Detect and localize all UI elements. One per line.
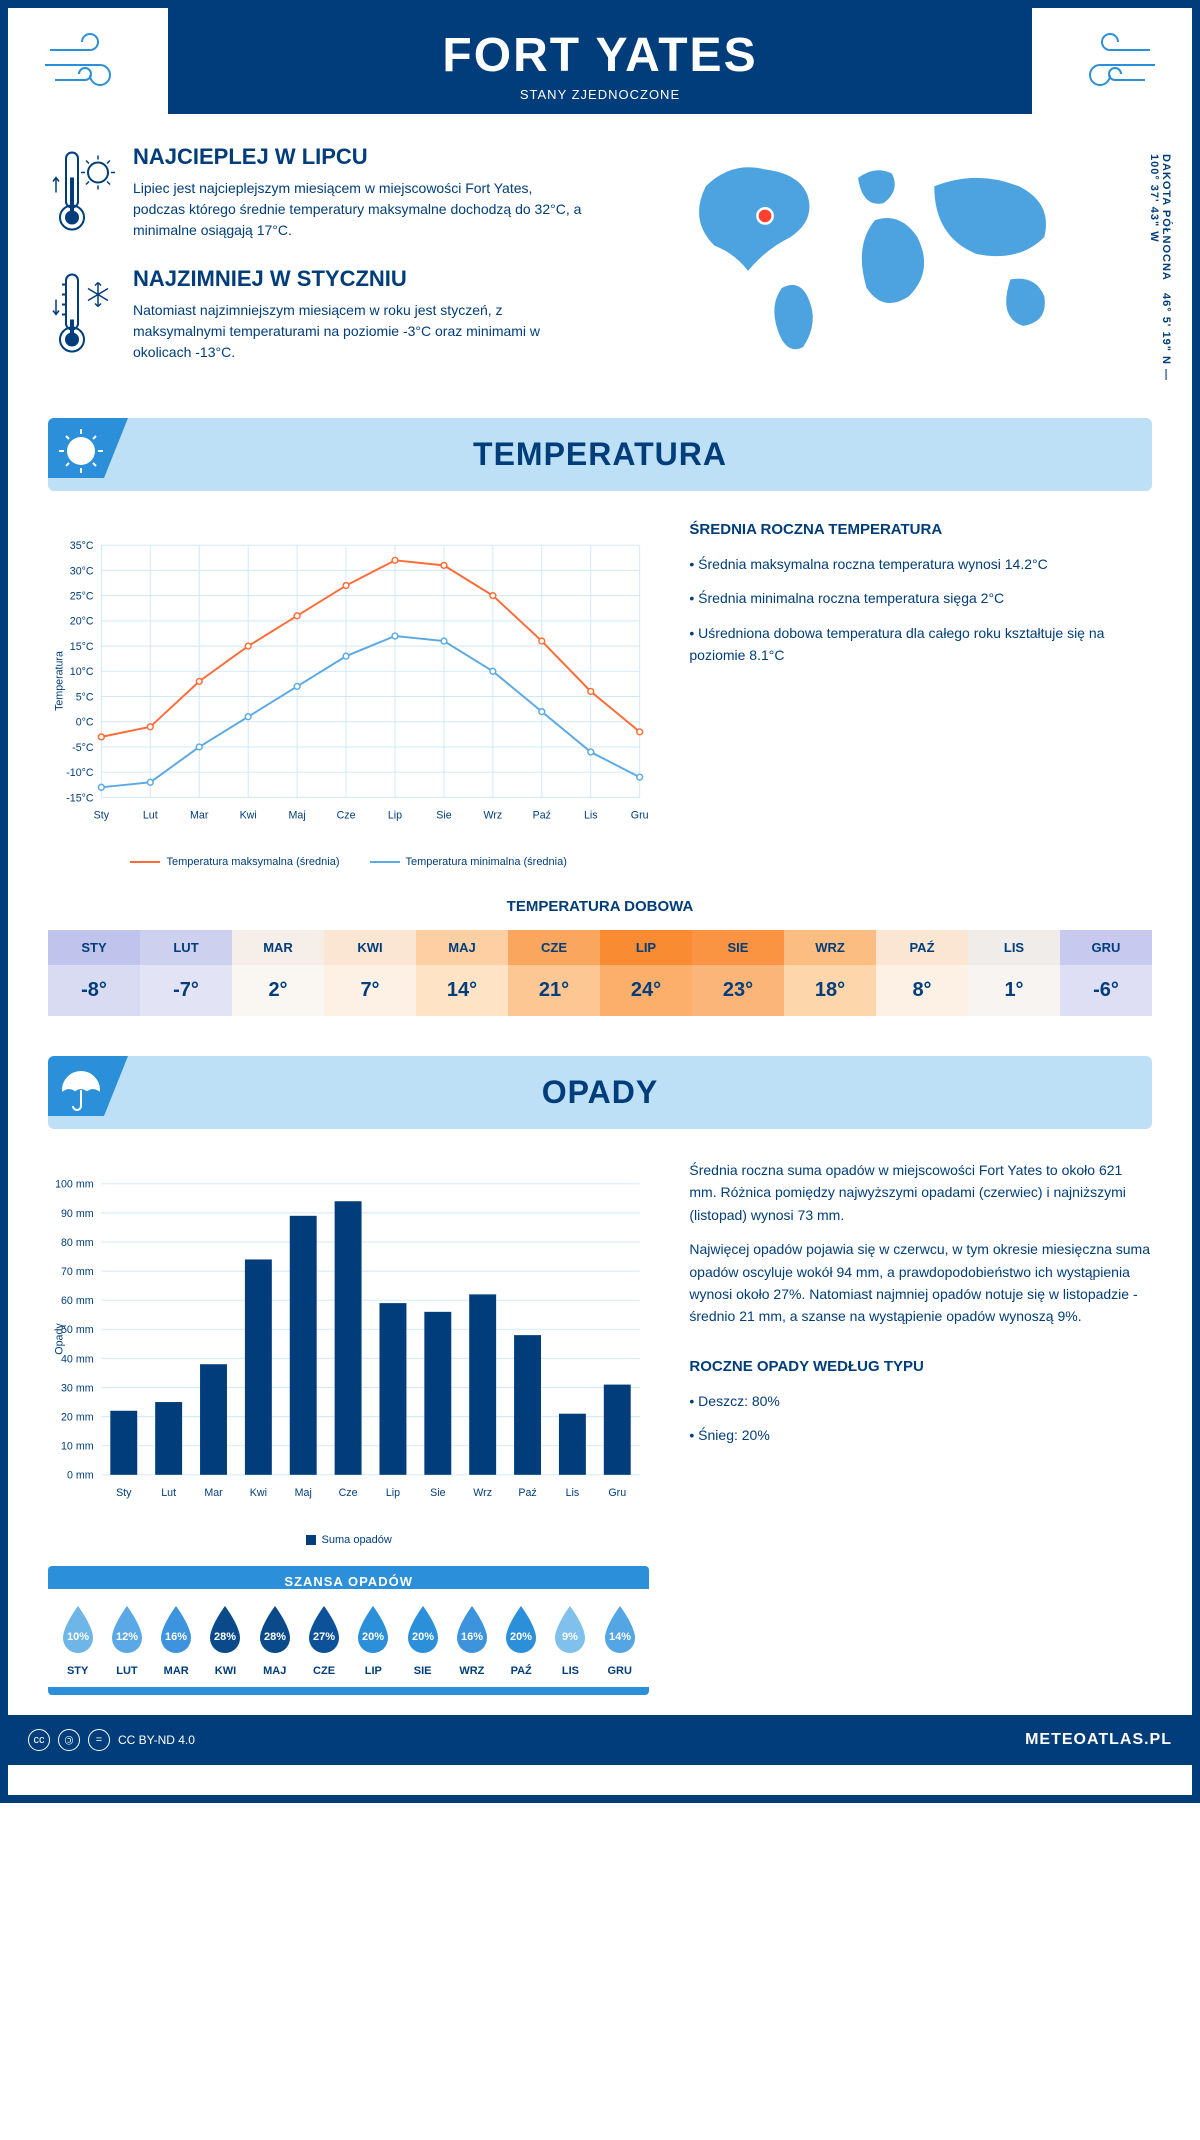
svg-text:20 mm: 20 mm — [61, 1411, 94, 1423]
svg-text:Lip: Lip — [388, 810, 402, 822]
svg-text:10%: 10% — [67, 1631, 89, 1643]
svg-text:Wrz: Wrz — [483, 810, 502, 822]
daily-temp-title: TEMPERATURA DOBOWA — [48, 898, 1152, 915]
svg-text:70 mm: 70 mm — [61, 1266, 94, 1278]
temp-chart-legend: Temperatura maksymalna (średnia) Tempera… — [48, 856, 649, 868]
thermometer-hot-icon — [48, 144, 118, 241]
svg-text:Gru: Gru — [608, 1487, 626, 1499]
svg-text:20%: 20% — [412, 1631, 434, 1643]
page-header: FORT YATES STANY ZJEDNOCZONE — [168, 8, 1032, 114]
section-temperature: TEMPERATURA — [48, 418, 1152, 491]
svg-text:Cze: Cze — [339, 1487, 358, 1499]
svg-text:10°C: 10°C — [70, 666, 94, 678]
wind-icon — [40, 30, 140, 100]
fact-hot-title: NAJCIEPLEJ W LIPCU — [133, 144, 585, 170]
svg-text:Lut: Lut — [161, 1487, 176, 1499]
svg-text:100 mm: 100 mm — [55, 1179, 94, 1191]
svg-text:35°C: 35°C — [70, 540, 94, 552]
svg-text:Wrz: Wrz — [473, 1487, 492, 1499]
daily-temp-strip: STY-8°LUT-7°MAR2°KWI7°MAJ14°CZE21°LIP24°… — [48, 930, 1152, 1016]
fact-cold-title: NAJZIMNIEJ W STYCZNIU — [133, 266, 585, 292]
rain-summary: Średnia roczna suma opadów w miejscowośc… — [689, 1159, 1152, 1695]
svg-text:27%: 27% — [313, 1631, 335, 1643]
svg-text:Cze: Cze — [337, 810, 356, 822]
svg-text:16%: 16% — [461, 1631, 483, 1643]
svg-text:10 mm: 10 mm — [61, 1441, 94, 1453]
sun-icon — [56, 426, 106, 476]
rain-chart-legend: Suma opadów — [48, 1534, 649, 1546]
svg-text:Lip: Lip — [386, 1487, 400, 1499]
svg-text:Mar: Mar — [190, 810, 209, 822]
svg-text:-5°C: -5°C — [72, 742, 94, 754]
by-icon: 🄯 — [58, 1729, 80, 1751]
world-map — [615, 144, 1152, 364]
precipitation-chance: SZANSA OPADÓW 10%STY12%LUT16%MAR28%KWI28… — [48, 1566, 649, 1695]
svg-text:Opady: Opady — [54, 1323, 66, 1355]
fact-hottest: NAJCIEPLEJ W LIPCU Lipiec jest najcieple… — [48, 144, 585, 241]
svg-text:20°C: 20°C — [70, 616, 94, 628]
section-precipitation: OPADY — [48, 1056, 1152, 1129]
svg-text:Sty: Sty — [116, 1487, 132, 1499]
svg-text:9%: 9% — [563, 1631, 579, 1643]
svg-text:28%: 28% — [264, 1631, 286, 1643]
temp-summary: ŚREDNIA ROCZNA TEMPERATURA • Średnia mak… — [689, 521, 1152, 868]
svg-text:30 mm: 30 mm — [61, 1382, 94, 1394]
svg-text:20%: 20% — [362, 1631, 384, 1643]
svg-text:5°C: 5°C — [76, 691, 94, 703]
temperature-line-chart: -15°C -10°C -5°C 0°C 5°C 10°C 15°C 20°C 25°C 30°C… — [48, 521, 649, 841]
svg-text:Sie: Sie — [436, 810, 451, 822]
precipitation-bar-chart: 0 mm 10 mm 20 mm 30 mm 40 mm 50 mm 60 mm 70 mm 8… — [48, 1159, 649, 1519]
cc-icon: cc — [28, 1729, 50, 1751]
coordinates: DAKOTA PÓŁNOCNA 46° 5' 19" N — 100° 37' … — [1148, 154, 1172, 388]
svg-text:14%: 14% — [609, 1631, 631, 1643]
fact-coldest: NAJZIMNIEJ W STYCZNIU Natomiast najzimni… — [48, 266, 585, 363]
site-name: METEOATLAS.PL — [1025, 1731, 1172, 1749]
page-footer: cc 🄯 = CC BY-ND 4.0 METEOATLAS.PL — [8, 1715, 1192, 1765]
fact-hot-text: Lipiec jest najcieplejszym miesiącem w m… — [133, 178, 585, 241]
svg-text:Sty: Sty — [94, 810, 110, 822]
svg-text:-15°C: -15°C — [66, 792, 94, 804]
svg-text:0 mm: 0 mm — [67, 1470, 94, 1482]
svg-text:Lut: Lut — [143, 810, 158, 822]
nd-icon: = — [88, 1729, 110, 1751]
svg-text:Gru: Gru — [631, 810, 649, 822]
svg-text:16%: 16% — [165, 1631, 187, 1643]
svg-text:Sie: Sie — [430, 1487, 445, 1499]
svg-text:Mar: Mar — [204, 1487, 223, 1499]
svg-text:Maj: Maj — [295, 1487, 312, 1499]
svg-text:90 mm: 90 mm — [61, 1208, 94, 1220]
svg-text:40 mm: 40 mm — [61, 1353, 94, 1365]
umbrella-icon — [56, 1064, 106, 1114]
svg-text:0°C: 0°C — [76, 717, 94, 729]
svg-text:28%: 28% — [214, 1631, 236, 1643]
thermometer-cold-icon — [48, 266, 118, 363]
svg-text:Maj: Maj — [289, 810, 306, 822]
svg-text:25°C: 25°C — [70, 591, 94, 603]
svg-text:Paź: Paź — [533, 810, 551, 822]
svg-text:20%: 20% — [510, 1631, 532, 1643]
svg-text:Paź: Paź — [518, 1487, 536, 1499]
svg-text:Kwi: Kwi — [250, 1487, 267, 1499]
svg-text:15°C: 15°C — [70, 641, 94, 653]
svg-text:-10°C: -10°C — [66, 767, 94, 779]
svg-text:Temperatura: Temperatura — [54, 651, 66, 711]
fact-cold-text: Natomiast najzimniejszym miesiącem w rok… — [133, 300, 585, 363]
svg-text:Lis: Lis — [566, 1487, 580, 1499]
svg-text:50 mm: 50 mm — [61, 1324, 94, 1336]
svg-text:80 mm: 80 mm — [61, 1237, 94, 1249]
svg-text:Kwi: Kwi — [240, 810, 257, 822]
svg-text:12%: 12% — [116, 1631, 138, 1643]
page-title: FORT YATES — [168, 28, 1032, 83]
wind-icon — [1060, 30, 1160, 100]
svg-text:30°C: 30°C — [70, 565, 94, 577]
svg-text:Lis: Lis — [584, 810, 598, 822]
page-subtitle: STANY ZJEDNOCZONE — [168, 87, 1032, 102]
svg-text:60 mm: 60 mm — [61, 1295, 94, 1307]
